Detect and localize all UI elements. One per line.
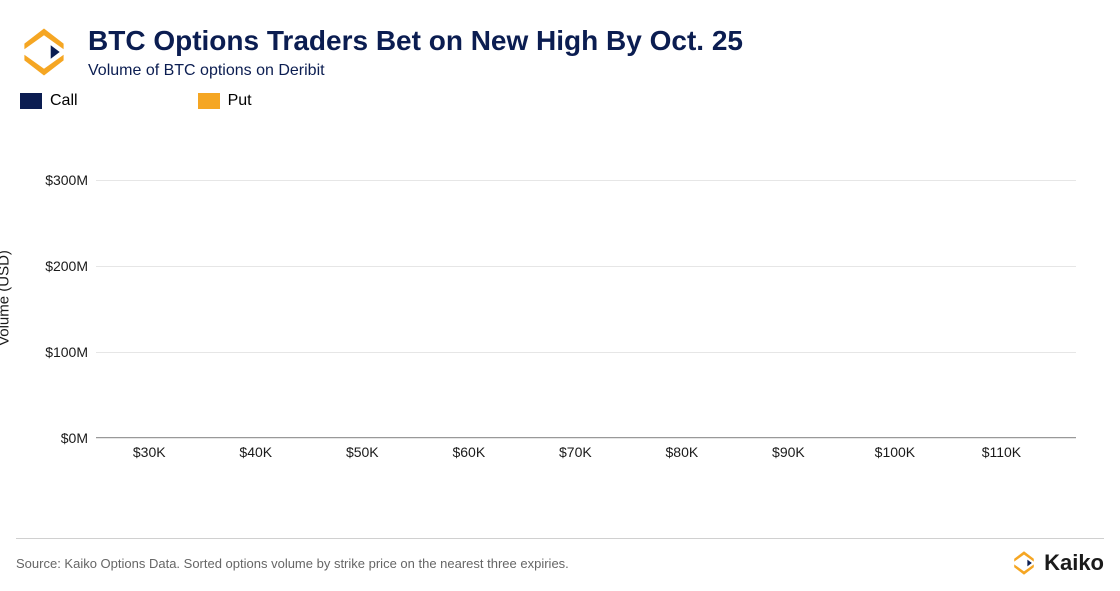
plot-area: $0M$100M$200M$300M$30K$40K$50K$60K$70K$8… xyxy=(96,128,1076,438)
gridline xyxy=(96,438,1076,439)
titles: BTC Options Traders Bet on New High By O… xyxy=(88,24,743,80)
legend: Call Put xyxy=(20,92,1104,110)
y-tick-label: $200M xyxy=(45,258,88,274)
y-tick-label: $300M xyxy=(45,172,88,188)
x-tick-label: $70K xyxy=(559,444,592,460)
source-text: Source: Kaiko Options Data. Sorted optio… xyxy=(16,556,569,571)
brand: Kaiko xyxy=(1010,549,1104,577)
brand-name: Kaiko xyxy=(1044,550,1104,576)
y-tick-label: $0M xyxy=(61,430,88,446)
legend-swatch-put xyxy=(198,93,220,109)
gridline xyxy=(96,352,1076,353)
legend-label-call: Call xyxy=(50,92,78,110)
y-tick-label: $100M xyxy=(45,344,88,360)
x-tick-label: $80K xyxy=(666,444,699,460)
footer: Source: Kaiko Options Data. Sorted optio… xyxy=(16,538,1104,577)
x-tick-label: $40K xyxy=(239,444,272,460)
kaiko-logo-small-icon xyxy=(1010,549,1038,577)
x-tick-label: $60K xyxy=(452,444,485,460)
chart: Volume (USD) $0M$100M$200M$300M$30K$40K$… xyxy=(16,118,1086,478)
gridline xyxy=(96,266,1076,267)
y-axis-label: Volume (USD) xyxy=(0,250,13,346)
legend-label-put: Put xyxy=(228,92,252,110)
legend-item-call: Call xyxy=(20,92,78,110)
x-tick-label: $110K xyxy=(982,444,1021,460)
chart-card: BTC Options Traders Bet on New High By O… xyxy=(0,0,1120,591)
x-tick-label: $90K xyxy=(772,444,805,460)
x-tick-label: $50K xyxy=(346,444,379,460)
x-tick-label: $100K xyxy=(875,444,915,460)
header: BTC Options Traders Bet on New High By O… xyxy=(16,24,1104,80)
chart-title: BTC Options Traders Bet on New High By O… xyxy=(88,24,743,58)
gridline xyxy=(96,180,1076,181)
x-tick-label: $30K xyxy=(133,444,166,460)
legend-swatch-call xyxy=(20,93,42,109)
chart-subtitle: Volume of BTC options on Deribit xyxy=(88,62,743,80)
legend-item-put: Put xyxy=(198,92,252,110)
kaiko-logo-icon xyxy=(16,24,72,80)
